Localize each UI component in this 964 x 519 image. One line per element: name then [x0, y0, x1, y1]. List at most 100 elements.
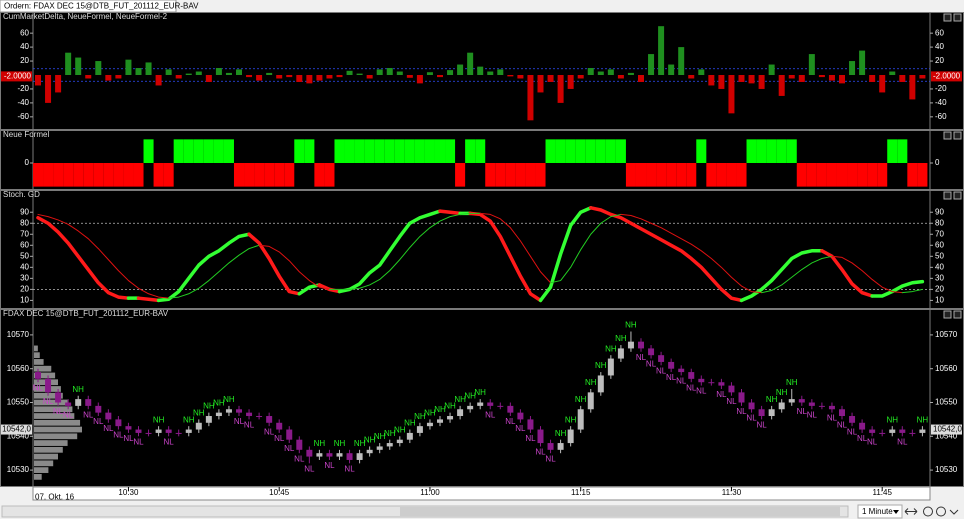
candle-body	[45, 378, 52, 393]
volume-profile-bar	[34, 440, 68, 446]
signal-block	[103, 163, 114, 187]
panel-button[interactable]	[943, 191, 952, 200]
panel-button[interactable]	[943, 131, 952, 140]
tab-bar	[0, 0, 964, 12]
signal-block	[907, 163, 918, 187]
stoch-line	[156, 232, 251, 303]
signal-label: NH	[464, 392, 476, 401]
signal-block	[183, 139, 194, 163]
signal-block	[857, 163, 868, 187]
candle-body	[889, 429, 896, 433]
menu-button[interactable]	[949, 509, 959, 515]
candle-body	[748, 402, 755, 410]
delta-bar	[708, 75, 715, 86]
stoch-line	[258, 244, 330, 290]
signal-block	[766, 139, 777, 163]
zoom-out-button[interactable]	[936, 506, 946, 517]
signal-block	[485, 163, 496, 187]
delta-bar	[155, 75, 162, 86]
volume-profile-bar	[34, 467, 49, 473]
signal-block	[545, 139, 556, 163]
delta-bar	[919, 75, 926, 79]
delta-bar	[527, 75, 534, 121]
delta-bar	[406, 75, 413, 78]
candle-body	[155, 429, 162, 433]
signal-block	[314, 163, 325, 187]
delta-bar	[617, 75, 624, 79]
signal-block	[384, 139, 395, 163]
signal-label: NL	[847, 427, 858, 436]
signal-label: NL	[636, 353, 647, 362]
delta-bar	[778, 75, 785, 96]
y-tick-label: -60	[935, 112, 947, 121]
signal-block	[686, 163, 697, 187]
delta-bar	[467, 52, 474, 75]
candle-body	[668, 361, 675, 369]
candle-body	[778, 402, 785, 410]
candle-body	[517, 412, 524, 420]
candle-body	[65, 402, 72, 406]
candle-body	[567, 429, 574, 444]
signal-block	[756, 139, 767, 163]
signal-block	[847, 163, 858, 187]
signal-label: NH	[786, 378, 798, 387]
candle-body	[648, 348, 655, 356]
candle-body	[497, 405, 504, 407]
y-tick-label: 0	[935, 158, 940, 167]
signal-label: NL	[133, 437, 144, 446]
signal-block	[213, 139, 224, 163]
panel-button[interactable]	[953, 191, 962, 200]
signal-block	[445, 139, 456, 163]
signal-label: NL	[284, 444, 295, 453]
panel-button[interactable]	[943, 310, 952, 319]
signal-block	[63, 163, 74, 187]
signal-block	[143, 139, 154, 163]
panel-button[interactable]	[953, 131, 962, 140]
signal-label: NH	[585, 378, 597, 387]
y-tick-label: 60	[935, 240, 944, 249]
scroll-thumb[interactable]	[400, 507, 840, 516]
pan-button[interactable]	[904, 508, 918, 515]
delta-bar	[396, 71, 403, 75]
y-tick-label: 50	[20, 251, 29, 260]
candle-body	[396, 439, 403, 444]
stoch-line	[37, 213, 170, 299]
delta-bar	[386, 68, 393, 75]
signal-block	[736, 163, 747, 187]
y-tick-label: 20	[20, 284, 29, 293]
stoch-line	[337, 209, 442, 294]
panel-button[interactable]	[953, 13, 962, 22]
delta-bar	[507, 75, 514, 77]
y-tick-label: 40	[20, 42, 29, 51]
delta-bar	[65, 52, 72, 75]
panel-button[interactable]	[943, 13, 952, 22]
candle-body	[215, 412, 222, 417]
delta-bar	[849, 61, 856, 75]
signal-label: NH	[394, 425, 406, 434]
signal-label: NL	[756, 421, 767, 430]
delta-bar	[738, 75, 745, 82]
volume-profile-bar	[34, 365, 52, 372]
candle-body	[507, 405, 514, 413]
delta-bar	[768, 64, 775, 75]
zoom-in-button[interactable]	[923, 506, 933, 517]
signal-block	[254, 163, 265, 187]
panel-button[interactable]	[953, 310, 962, 319]
candle-body	[839, 409, 845, 417]
signal-label: NL	[666, 373, 677, 382]
signal-label: NH	[766, 395, 778, 404]
signal-block	[93, 163, 104, 187]
candle-body	[296, 439, 303, 450]
signal-label: NH	[454, 395, 466, 404]
signal-block	[565, 139, 576, 163]
signal-label: NH	[776, 388, 788, 397]
delta-bar	[457, 64, 464, 75]
delta-bar	[718, 75, 725, 89]
signal-block	[434, 139, 446, 163]
signal-label: NL	[234, 417, 245, 426]
y-tick-label: 10	[935, 295, 944, 304]
candle-body	[899, 429, 906, 433]
timeframe-select[interactable]	[857, 504, 903, 519]
delta-bar	[185, 73, 192, 75]
signal-label: NL	[63, 410, 74, 419]
